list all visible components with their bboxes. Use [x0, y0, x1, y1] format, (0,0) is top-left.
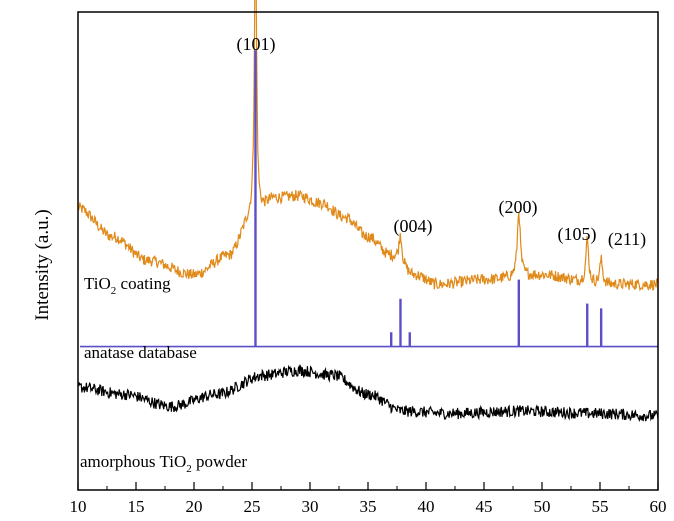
- peak-label-101: (101): [237, 34, 276, 55]
- x-tick-label: 60: [650, 497, 667, 516]
- x-tick-label: 50: [534, 497, 551, 516]
- series-label-anatase-database: anatase database: [84, 343, 197, 362]
- series-line-tio2-coating: [77, 0, 659, 292]
- y-axis-label: Intensity (a.u.): [32, 209, 53, 320]
- x-tick-label: 40: [418, 497, 435, 516]
- peak-label-004: (004): [394, 216, 433, 237]
- x-axis: 10 15 20 25 30 35 40 45 50 55 60: [70, 482, 667, 516]
- x-tick-label: 35: [360, 497, 377, 516]
- peak-label-211: (211): [608, 229, 646, 250]
- x-tick-label: 45: [476, 497, 493, 516]
- x-tick-label: 55: [592, 497, 609, 516]
- series-layer: [77, 0, 659, 423]
- x-tick-label: 10: [70, 497, 87, 516]
- peak-label-105: (105): [558, 224, 597, 245]
- peak-label-200: (200): [499, 197, 538, 218]
- series-label-tio2-coating: TiO2 coating: [84, 274, 171, 297]
- series-label-amorphous-tio2-powder: amorphous TiO2 powder: [80, 452, 247, 475]
- series-line-amorphous-tio2-powder: [77, 363, 659, 423]
- x-tick-label: 30: [302, 497, 319, 516]
- x-tick-label: 20: [186, 497, 203, 516]
- x-tick-label: 25: [244, 497, 261, 516]
- x-tick-label: 15: [128, 497, 145, 516]
